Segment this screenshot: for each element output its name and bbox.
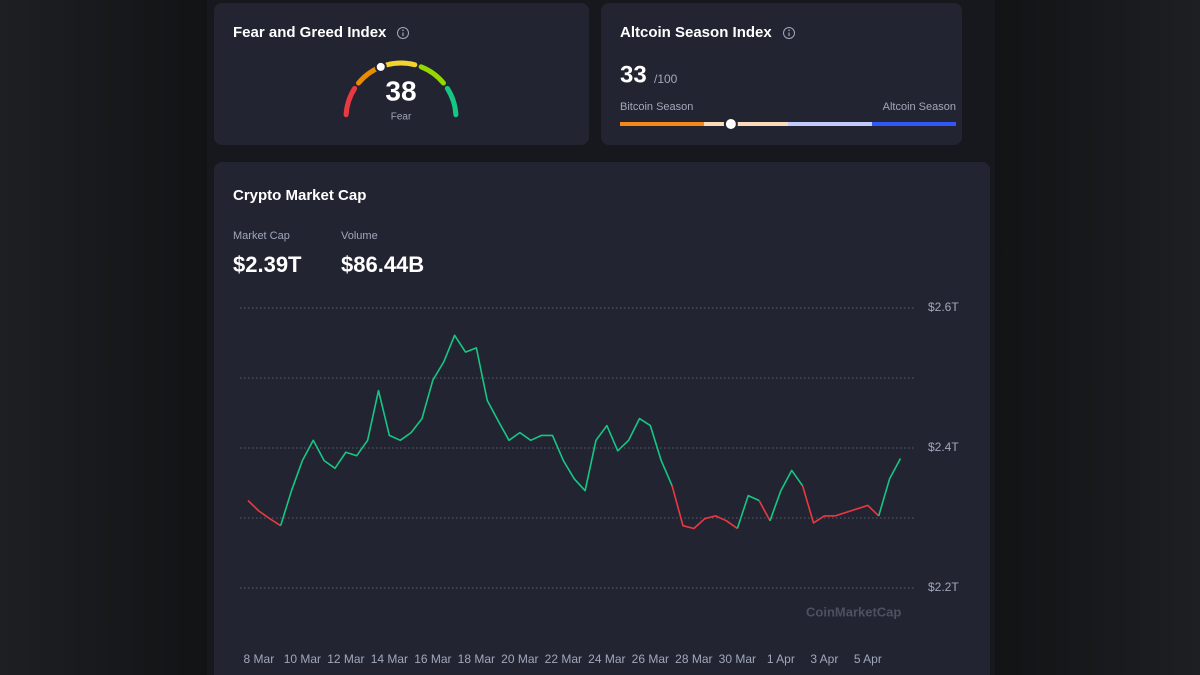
card-title: Altcoin Season Index [620, 24, 772, 41]
price-line [758, 500, 771, 522]
price-line [801, 485, 880, 524]
gauge-value: 38 [385, 75, 416, 106]
x-tick-label: 5 Apr [854, 652, 882, 666]
slider-segment [704, 122, 788, 126]
fear-greed-card [214, 3, 589, 145]
stat-value: $2.39T [233, 252, 302, 277]
x-tick-label: 3 Apr [810, 652, 838, 666]
gauge-segment [418, 64, 446, 86]
stat-value: $86.44B [341, 252, 424, 277]
stat-label: Volume [341, 230, 378, 242]
x-tick-label: 26 Mar [632, 652, 669, 666]
card-title: Crypto Market Cap [233, 187, 366, 204]
card-title: Fear and Greed Index [233, 24, 387, 41]
market-cap-card [214, 162, 990, 675]
price-line [671, 485, 738, 530]
y-tick-label: $2.4T [928, 440, 959, 454]
season-slider [620, 117, 956, 131]
x-tick-label: 8 Mar [244, 652, 275, 666]
slider-segment [620, 122, 704, 126]
slider-segment [872, 122, 956, 126]
price-line [279, 334, 673, 526]
gauge-segment [444, 85, 459, 118]
altcoin-value: 33 [620, 61, 647, 88]
x-tick-label: 14 Mar [371, 652, 408, 666]
watermark: CoinMarketCap [806, 604, 901, 619]
gauge [343, 60, 459, 118]
y-tick-label: $2.6T [928, 300, 959, 314]
x-tick-label: 28 Mar [675, 652, 712, 666]
x-tick-label: 18 Mar [458, 652, 495, 666]
price-line [247, 499, 282, 527]
x-tick-label: 12 Mar [327, 652, 364, 666]
x-tick-label: 20 Mar [501, 652, 538, 666]
gauge-marker [374, 60, 387, 73]
altcoin-season-label: Altcoin Season [883, 101, 956, 113]
y-tick-label: $2.2T [928, 580, 959, 594]
chart: $2.2T $2.4T $2.6T 8 Mar 10 Mar 12 Mar 14 Mar 16… [240, 300, 959, 666]
altcoin-card [601, 3, 962, 145]
bitcoin-season-label: Bitcoin Season [620, 101, 693, 113]
price-line [877, 458, 902, 517]
gauge-segment [343, 85, 358, 118]
info-icon[interactable] [397, 27, 409, 39]
gauge-label: Fear [391, 112, 412, 123]
x-tick-label: 10 Mar [284, 652, 321, 666]
gauge-segment [384, 60, 418, 68]
slider-marker [723, 117, 738, 131]
x-tick-label: 24 Mar [588, 652, 625, 666]
stat-label: Market Cap [233, 230, 290, 242]
backdrop-right [995, 0, 1200, 675]
slider-segment [788, 122, 872, 126]
x-tick-label: 22 Mar [545, 652, 582, 666]
altcoin-max: /100 [654, 72, 678, 86]
x-tick-label: 30 Mar [719, 652, 756, 666]
price-line [736, 494, 760, 529]
price-line [769, 469, 804, 522]
info-icon[interactable] [783, 27, 795, 39]
x-tick-label: 16 Mar [414, 652, 451, 666]
backdrop-left [0, 0, 207, 675]
x-tick-label: 1 Apr [767, 652, 795, 666]
